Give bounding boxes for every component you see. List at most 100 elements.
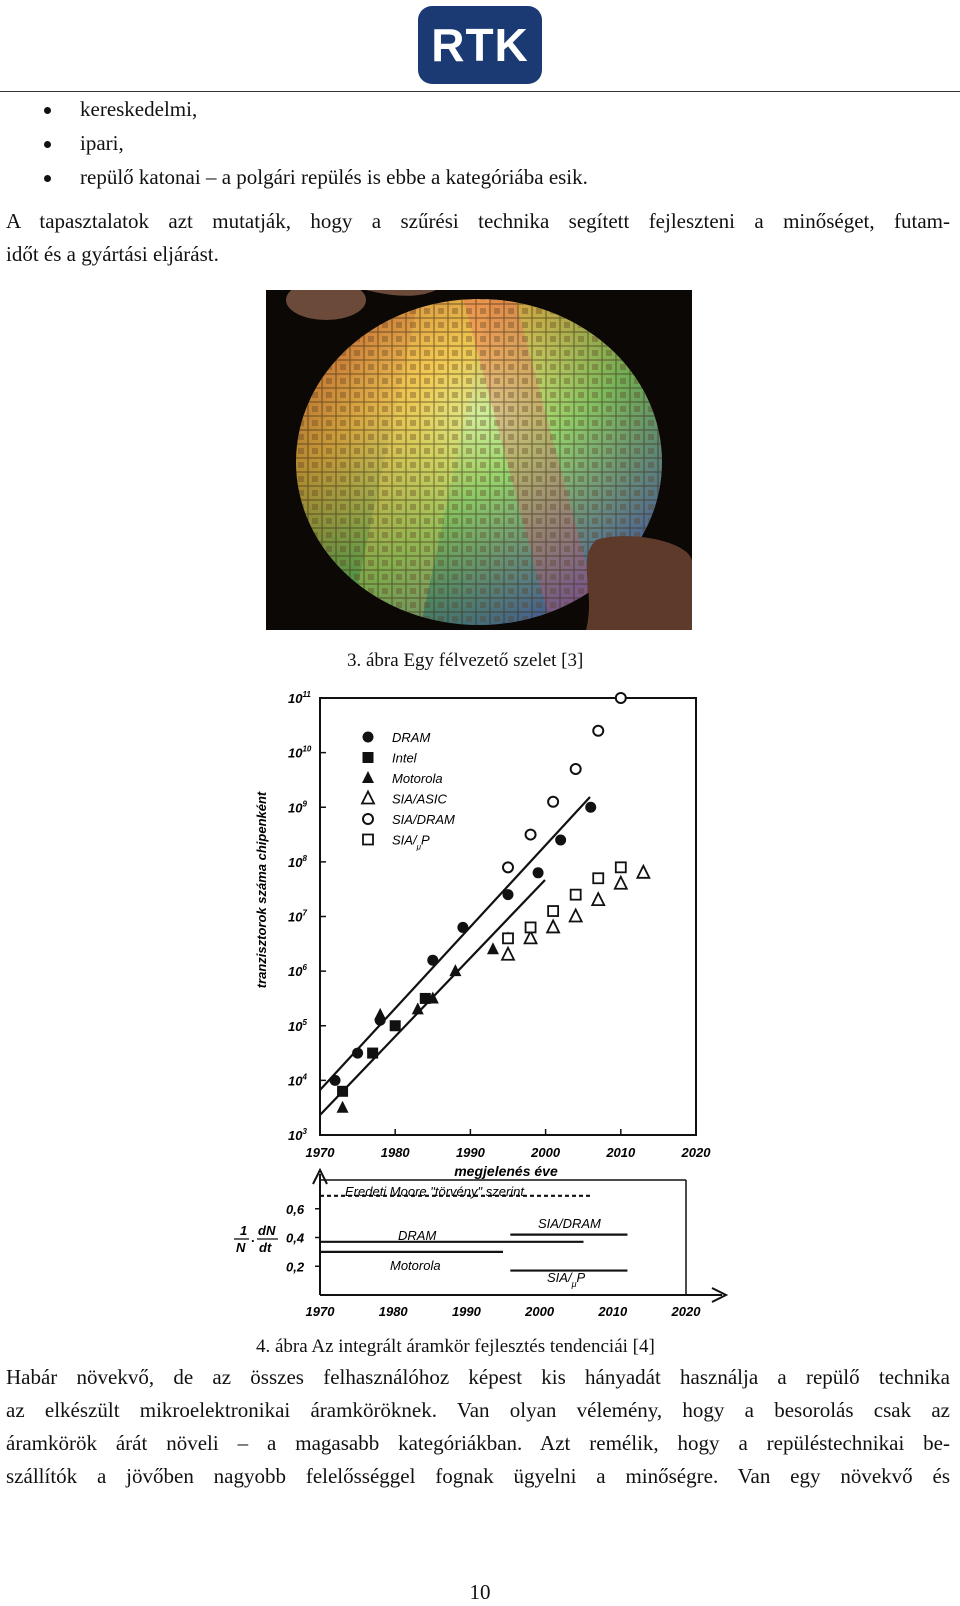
sia-dram-point <box>524 828 537 841</box>
x-tick-label: 1980 <box>381 1145 411 1160</box>
motorola-point <box>362 771 374 783</box>
sia-up-point <box>569 888 582 901</box>
y-axis-label: tranzisztorok száma chipenként <box>254 791 269 988</box>
y-label-denominator: N <box>236 1240 246 1255</box>
y-tick-label: 0,2 <box>286 1259 305 1274</box>
motorola-point <box>486 942 499 955</box>
paragraph-line: szállítók a jövőben nagyobb felelősségge… <box>6 1464 950 1488</box>
bullet-icon <box>44 175 51 182</box>
motorola-point <box>411 1002 424 1015</box>
x-axis-arrow-icon <box>711 1287 729 1303</box>
x-axis-ticks: 1970 1980 1990 2000 2010 2020 <box>306 1304 702 1319</box>
intel-point <box>389 1020 401 1032</box>
x-tick-label: 2000 <box>530 1145 561 1160</box>
paragraph: A tapasztalatok azt mutatják, hogy a szű… <box>6 205 950 271</box>
dram-point <box>585 801 597 813</box>
y-label-dt: dt <box>259 1240 272 1255</box>
sia-asic-point <box>568 907 584 923</box>
moore-label: Eredeti Moore "törvény" szerint <box>345 1184 525 1199</box>
sia-asic-point <box>523 929 539 945</box>
intel-point <box>337 1085 349 1097</box>
x-tick-label: 2020 <box>671 1304 702 1319</box>
y-tick-label: 0,4 <box>286 1231 305 1246</box>
y-axis-label: 1 N . dN dt <box>234 1223 278 1255</box>
sia-dram-point <box>362 813 374 825</box>
sia-asic-point <box>613 874 629 890</box>
logo-text: RTK <box>431 19 529 71</box>
sia-up-point <box>547 905 560 917</box>
y-tick-label: 108 <box>288 854 307 870</box>
y-tick-label: 0,6 <box>286 1202 305 1217</box>
bottom-chart: 0,6 0,4 0,2 1970 1980 1990 2000 2010 2020 1 N .… <box>234 1167 729 1319</box>
y-tick-label: 109 <box>288 799 307 815</box>
sia-up-point <box>592 872 605 885</box>
legend-label: SIA/DRAM <box>392 812 455 827</box>
dram-point <box>329 1074 341 1086</box>
motorola-point <box>449 964 462 977</box>
list-item-text: kereskedelmi, <box>80 97 198 121</box>
sia-up-point <box>502 932 514 945</box>
sia-up-label: SIA/μP <box>547 1270 586 1289</box>
figure-4-caption: 4. ábra Az integrált áramkör fejlesztés … <box>256 1336 655 1357</box>
bullet-icon <box>44 141 51 148</box>
x-tick-label: 1990 <box>456 1145 486 1160</box>
list-item-text: repülő katonai – a polgári repülés is eb… <box>80 165 588 189</box>
sia-up-point <box>362 833 374 846</box>
plot-frame <box>319 697 697 1136</box>
x-tick-label: 2010 <box>597 1304 628 1319</box>
x-axis-ticks: 1970 1980 1990 2000 2010 2020 <box>306 1129 712 1160</box>
wafer-illustration <box>266 290 692 630</box>
y-tick-label: 105 <box>288 1018 307 1034</box>
x-axis-label: megjelenés éve <box>454 1163 558 1179</box>
motorola-point <box>374 1007 387 1020</box>
x-tick-label: 1990 <box>452 1304 482 1319</box>
x-tick-label: 2010 <box>605 1145 636 1160</box>
y-tick-label: 1010 <box>288 745 312 761</box>
intel-point <box>367 1047 379 1059</box>
x-tick-label: 2020 <box>681 1145 712 1160</box>
sia-asic-point <box>545 918 561 934</box>
intel-point <box>419 992 431 1004</box>
x-tick-label: 1980 <box>379 1304 409 1319</box>
legend-label: DRAM <box>392 730 430 745</box>
sia-asic-point <box>500 945 516 961</box>
sia-dram-point <box>614 692 627 704</box>
trend-lines <box>320 1194 628 1272</box>
dram-label: DRAM <box>398 1228 436 1243</box>
y-tick-label: 106 <box>288 963 307 979</box>
sia-up-point <box>614 861 627 874</box>
legend-label: Motorola <box>392 771 443 786</box>
page-number: 10 <box>469 1580 491 1604</box>
y-label-dn: dN <box>258 1223 276 1238</box>
dram-point <box>362 731 374 743</box>
rtk-logo: RTK <box>418 6 542 84</box>
wafer-photo <box>266 290 692 630</box>
sia-asic-point <box>635 863 651 879</box>
legend: DRAM Intel Motorola SIA/ASIC SIA/DRAM SIA/μP <box>360 730 455 852</box>
dram-point <box>457 921 469 933</box>
dram-point <box>427 954 439 966</box>
intel-point <box>362 752 374 763</box>
sia-dram-point <box>547 795 560 808</box>
legend-label: Intel <box>392 751 418 766</box>
sia-up-point <box>524 921 537 934</box>
sia-dram-point <box>569 763 582 776</box>
paragraph-line: időt és a gyártási eljárást. <box>6 242 219 266</box>
sia-asic-point <box>360 789 376 805</box>
dram-point <box>502 889 514 901</box>
list-item-text: ipari, <box>80 131 124 155</box>
y-tick-label: 103 <box>288 1127 307 1143</box>
legend-label: SIA/ASIC <box>392 792 448 807</box>
y-tick-label: 107 <box>288 909 307 925</box>
x-tick-label: 1970 <box>306 1145 336 1160</box>
sia-dram-label: SIA/DRAM <box>538 1216 601 1231</box>
paragraph-line: az elkészült mikroelektronikai áramkörök… <box>6 1398 950 1422</box>
sia-asic-point <box>590 891 606 907</box>
paragraph-line: Habár növekvő, de az összes felhasználóh… <box>6 1365 950 1389</box>
motorola-point <box>336 1100 349 1113</box>
data-points <box>329 692 651 1113</box>
dram-trend-line <box>319 796 591 1091</box>
legend-label: SIA/μP <box>392 833 430 852</box>
dram-point <box>352 1047 364 1059</box>
